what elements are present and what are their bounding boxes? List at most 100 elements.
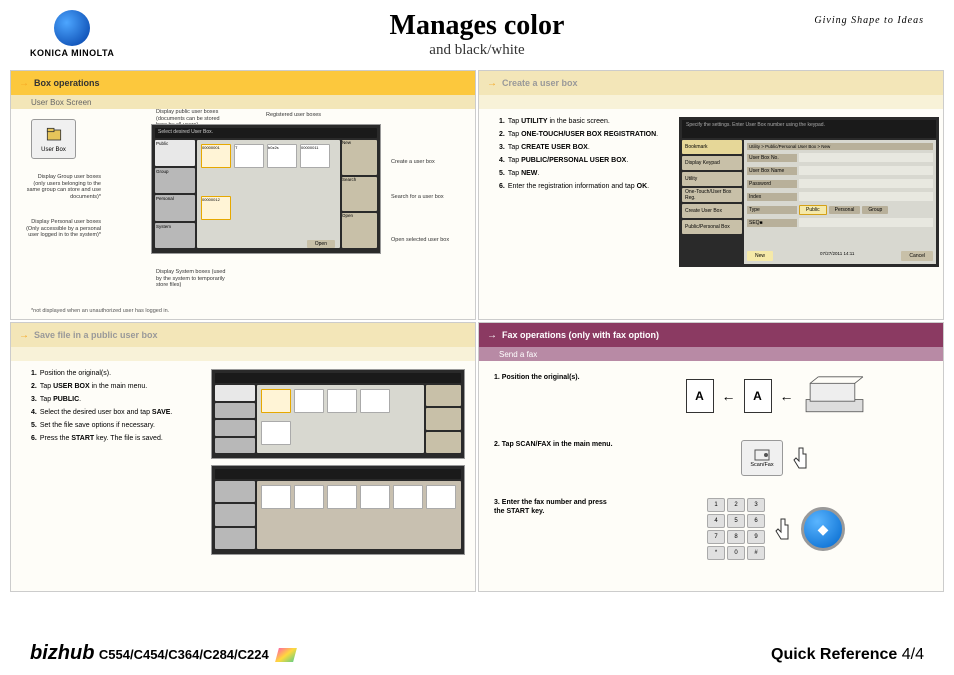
prism-icon (275, 648, 297, 662)
userbox-label: User Box (41, 147, 66, 153)
tab-system[interactable]: System (155, 223, 195, 249)
keypad-key[interactable]: 6 (747, 514, 765, 528)
new-button[interactable]: New (747, 251, 773, 261)
content-grid: → Box operations User Box Screen User Bo… (0, 70, 954, 592)
tab-group[interactable]: Group (155, 168, 195, 194)
reg-menu-item[interactable]: Create User Box (682, 204, 742, 218)
qr-page: 4/4 (902, 646, 924, 663)
keypad-key[interactable]: # (747, 546, 765, 560)
open-button[interactable]: Open (307, 240, 335, 248)
panel-header: → Save file in a public user box (11, 323, 475, 347)
tab-public[interactable]: Public (155, 140, 195, 166)
new-button[interactable]: New (342, 140, 377, 175)
keypad-key[interactable]: 3 (747, 498, 765, 512)
opt-button[interactable] (215, 528, 255, 549)
opt-item[interactable] (360, 485, 390, 509)
reg-menu-item[interactable]: Display Keypad (682, 156, 742, 170)
field-input[interactable] (799, 179, 933, 188)
keypad-key[interactable]: 5 (727, 514, 745, 528)
box-item[interactable] (327, 389, 357, 413)
field-input[interactable] (799, 218, 933, 227)
user-box-button[interactable]: User Box (31, 119, 76, 159)
box-item[interactable]: b0z2s (267, 144, 297, 168)
box-item[interactable] (261, 421, 291, 445)
cancel-button[interactable]: Cancel (901, 251, 933, 261)
start-button[interactable]: ◆ (801, 507, 845, 551)
arrow-icon: → (19, 330, 29, 341)
field-label: User Box No. (747, 154, 797, 162)
box-item[interactable]: T (234, 144, 264, 168)
panel-save-file: → Save file in a public user box Positio… (10, 322, 476, 592)
type-tab[interactable]: Group (862, 206, 888, 214)
page-title: Manages color (30, 10, 924, 42)
select-box-screen (211, 369, 465, 459)
box-item[interactable]: 00000011 (300, 144, 330, 168)
keypad-key[interactable]: 2 (727, 498, 745, 512)
panel-body: Position the original(s).Tap USER BOX in… (11, 361, 475, 591)
tab[interactable] (215, 403, 255, 419)
field-label: Type (747, 206, 797, 214)
screen-tabs: Public Group Personal System (155, 140, 195, 248)
quick-reference: Quick Reference 4/4 (771, 646, 924, 664)
tab[interactable] (215, 385, 255, 401)
keypad-key[interactable]: 4 (707, 514, 725, 528)
field-input[interactable] (799, 153, 933, 162)
scanfax-label: Scan/Fax (750, 462, 773, 468)
logo-icon (54, 10, 90, 46)
tab-personal[interactable]: Personal (155, 195, 195, 221)
keypad-key[interactable]: * (707, 546, 725, 560)
screen-side-buttons: New Search Open (342, 140, 377, 248)
callout-system: Display System boxes (used by the system… (156, 269, 231, 289)
finger-icon (791, 446, 811, 471)
opt-item[interactable] (393, 485, 423, 509)
opt-item[interactable] (327, 485, 357, 509)
opt-button[interactable] (215, 504, 255, 525)
box-item[interactable] (294, 389, 324, 413)
side-button[interactable] (426, 385, 461, 406)
field-input[interactable] (799, 192, 933, 201)
keypad-key[interactable]: 9 (747, 530, 765, 544)
keypad-key[interactable]: 7 (707, 530, 725, 544)
folder-icon (44, 125, 64, 145)
reg-menu-item[interactable]: Public/Personal Box (682, 220, 742, 234)
step-item: Select the desired user box and tap SAVE… (31, 408, 201, 417)
page-subtitle: and black/white (30, 42, 924, 59)
box-item[interactable]: 00000001 (201, 144, 231, 168)
open-side-button[interactable]: Open (342, 213, 377, 248)
opt-item[interactable] (261, 485, 291, 509)
keypad-key[interactable]: 8 (727, 530, 745, 544)
search-button[interactable]: Search (342, 177, 377, 212)
fax-step-3: 3. Enter the fax number and press the ST… (494, 498, 928, 560)
screen-row: Public Group Personal System 00000001 T … (155, 140, 377, 248)
tab[interactable] (215, 438, 255, 454)
side-button[interactable] (426, 408, 461, 429)
opt-button[interactable] (215, 481, 255, 502)
keypad-key[interactable]: 0 (727, 546, 745, 560)
tab[interactable] (215, 420, 255, 436)
reg-menu-item[interactable]: One-Touch/User Box Reg. (682, 188, 742, 202)
step-item: Tap PUBLIC/PERSONAL USER BOX. (499, 156, 669, 165)
panel-title: Create a user box (502, 78, 578, 88)
box-item[interactable] (360, 389, 390, 413)
step-item: Tap ONE-TOUCH/USER BOX REGISTRATION. (499, 130, 669, 139)
box-item[interactable] (261, 389, 291, 413)
scanfax-button[interactable]: Scan/Fax (741, 440, 783, 476)
opt-item[interactable] (426, 485, 456, 509)
reg-menu-item[interactable]: Utility (682, 172, 742, 186)
panel-title: Box operations (34, 78, 100, 88)
type-tab[interactable]: Public (799, 205, 827, 215)
reg-menu-item[interactable]: Bookmark (682, 140, 742, 154)
type-tab[interactable]: Personal (829, 206, 861, 214)
keypad: 123 456 789 *0# (707, 498, 765, 560)
side-button[interactable] (426, 432, 461, 453)
box-item[interactable]: 00000012 (201, 196, 231, 220)
product-line: bizhub C554/C454/C364/C284/C224 (30, 642, 295, 665)
field-input[interactable] (799, 166, 933, 175)
panel-body: 1. Position the original(s). A ← A ← 2. … (479, 361, 943, 591)
opt-item[interactable] (294, 485, 324, 509)
panel-body: Tap UTILITY in the basic screen.Tap ONE-… (479, 109, 943, 319)
keypad-key[interactable]: 1 (707, 498, 725, 512)
callout-open: Open selected user box (391, 237, 449, 244)
panel-body: User Box Display public user boxes (docu… (11, 109, 475, 319)
step-item: Position the original(s). (31, 369, 201, 378)
